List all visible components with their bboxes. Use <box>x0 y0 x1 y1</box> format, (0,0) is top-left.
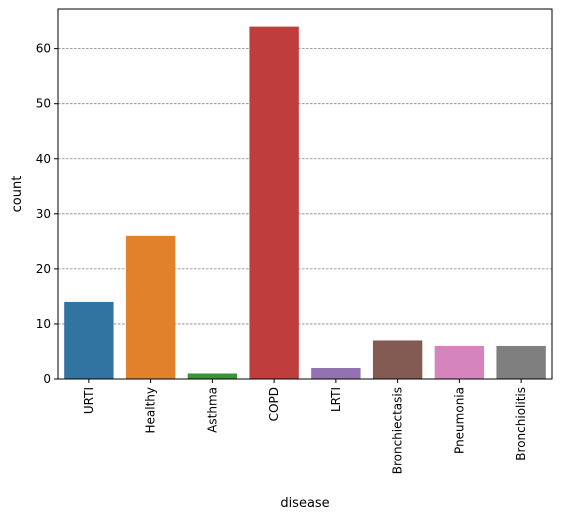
y-tick-label: 20 <box>36 262 51 276</box>
y-axis-ticks: 0 10 20 30 40 50 60 <box>36 42 58 386</box>
x-tick-label-pneumonia: Pneumonia <box>452 387 466 454</box>
bar-pneumonia <box>434 345 485 379</box>
x-tick-label-bronchiectasis: Bronchiectasis <box>391 387 405 474</box>
bar-urti <box>64 301 114 379</box>
bar-healthy <box>125 235 176 379</box>
x-axis-ticks: URTI Healthy Asthma COPD LRTI Bronchiectasis P… <box>82 379 528 474</box>
bar-asthma <box>187 373 238 379</box>
x-tick-label-asthma: Asthma <box>205 387 219 433</box>
bar-bronchiolitis <box>496 345 546 379</box>
y-axis-label: count <box>10 176 25 213</box>
bar-copd <box>249 26 299 379</box>
y-tick-label: 40 <box>36 152 51 166</box>
bar-bronchiectasis <box>372 340 423 379</box>
y-tick-label: 10 <box>36 317 51 331</box>
bar-lrti <box>311 367 361 379</box>
y-tick-label: 50 <box>36 97 51 111</box>
x-tick-label-bronchiolitis: Bronchiolitis <box>514 387 528 461</box>
y-tick-label: 60 <box>36 42 51 56</box>
x-tick-label-copd: COPD <box>267 387 281 421</box>
y-tick-label: 30 <box>36 207 51 221</box>
bars <box>64 26 546 379</box>
x-tick-label-urti: URTI <box>82 387 96 414</box>
y-tick-label: 0 <box>43 372 51 386</box>
x-tick-label-lrti: LRTI <box>329 387 343 412</box>
x-axis-label: disease <box>280 496 329 511</box>
plot-frame <box>57 8 553 380</box>
x-tick-label-healthy: Healthy <box>144 387 158 434</box>
